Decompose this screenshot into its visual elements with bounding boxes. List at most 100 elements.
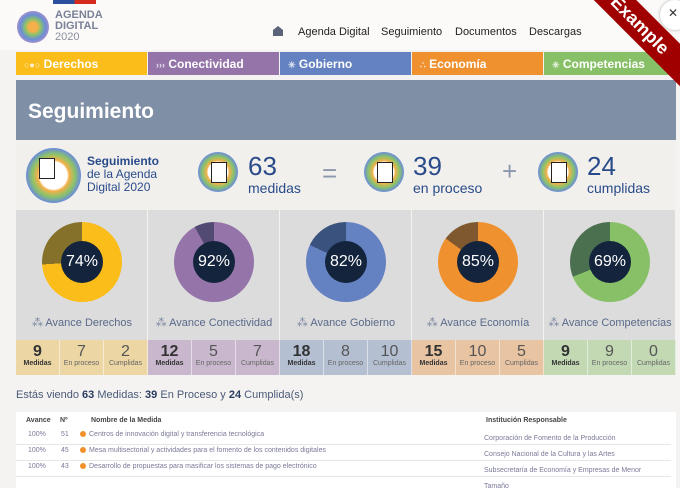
stat-cumplidas: 5 Cumplidas — [500, 340, 544, 375]
nav-descargas[interactable]: Descargas — [529, 26, 582, 38]
done-label: cumplidas — [587, 180, 651, 196]
stat-cumplidas: 7 Cumplidas — [236, 340, 280, 375]
row-institucion: Corporación de Fomento de la Producción — [484, 435, 616, 442]
nav-agenda-digital[interactable]: Agenda Digital — [298, 26, 370, 38]
row-nombre[interactable]: Centros de innovación digital y transfer… — [89, 431, 265, 438]
stat-proceso: 5 En proceso — [192, 340, 236, 375]
stat-proceso: 7 En proceso — [60, 340, 104, 375]
status-dot-icon — [80, 431, 86, 437]
category-icon: ››› — [156, 60, 165, 70]
tree-logo-icon — [26, 148, 81, 203]
table-row[interactable]: 100% 51 Centros de innovación digital y … — [16, 429, 671, 445]
col-nombre[interactable]: Nombre de la Medida — [91, 417, 162, 424]
category-label: Economía — [429, 57, 487, 71]
area-stats: 18 Medidas 8 En proceso 10 Cumplidas — [280, 340, 412, 375]
table-row[interactable]: 100% 45 Mesa multisectorial y actividade… — [16, 445, 671, 461]
summary-title: Seguimiento — [87, 154, 160, 168]
progress-donut: 92% — [174, 222, 254, 302]
category-icon: ✳ — [288, 60, 296, 70]
home-icon[interactable] — [273, 26, 283, 36]
stat-medidas: 12 Medidas — [148, 340, 192, 375]
category-icon: ∴ — [420, 60, 426, 70]
row-numero: 51 — [61, 431, 69, 438]
area-progress-grid: 74% ⁂ Avance Derechos 9 Medidas 7 En proceso… — [16, 210, 676, 375]
col-numero[interactable]: Nº — [60, 417, 68, 424]
category-tab-economía[interactable]: ∴ Economía — [412, 52, 543, 75]
category-tab-competencias[interactable]: ✳ Competencias — [544, 52, 675, 75]
close-button[interactable]: ✕ — [660, 0, 680, 30]
stat-medidas: 9 Medidas — [16, 340, 60, 375]
progress-donut: 74% — [42, 222, 122, 302]
row-institucion: Consejo Nacional de la Cultura y las Art… — [484, 451, 615, 458]
progress-percent: 74% — [65, 253, 99, 270]
category-tab-conectividad[interactable]: ››› Conectividad — [148, 52, 279, 75]
area-column: 92% ⁂ Avance Conectividad 12 Medidas 5 En pr… — [148, 210, 280, 375]
col-institucion[interactable]: Institución Responsable — [486, 417, 567, 424]
row-numero: 43 — [61, 463, 69, 470]
progress-percent: 92% — [197, 253, 231, 270]
progress-percent: 82% — [329, 253, 363, 270]
agenda-digital-logo-icon[interactable] — [17, 11, 49, 43]
logo-line: 2020 — [55, 31, 80, 43]
progress-donut: 69% — [570, 222, 650, 302]
category-tab-gobierno[interactable]: ✳ Gobierno — [280, 52, 411, 75]
stat-cumplidas: 2 Cumplidas — [104, 340, 148, 375]
in-progress-count: 39 — [413, 151, 442, 181]
col-avance[interactable]: Avance — [26, 417, 51, 424]
category-label: Competencias — [562, 57, 645, 71]
row-avance: 100% — [28, 447, 46, 454]
row-avance: 100% — [28, 431, 46, 438]
stat-proceso: 10 En proceso — [456, 340, 500, 375]
category-tab-derechos[interactable]: ○●○ Derechos — [16, 52, 147, 75]
nav-seguimiento[interactable]: Seguimiento — [381, 26, 443, 38]
summary-subtitle: Digital 2020 — [87, 180, 151, 194]
status-dot-icon — [80, 463, 86, 469]
progress-donut: 82% — [306, 222, 386, 302]
viewing-summary: Estás viendo 63 Medidas: 39 En Proceso y… — [16, 389, 304, 401]
flag-stripe — [53, 0, 96, 4]
area-label[interactable]: ⁂ Avance Gobierno — [296, 317, 396, 329]
total-count: 63 — [248, 151, 277, 181]
row-nombre[interactable]: Mesa multisectorial y actividades para e… — [89, 447, 326, 454]
logo-text[interactable]: AGENDA DIGITAL 2020 — [55, 10, 103, 43]
stat-medidas: 9 Medidas — [544, 340, 588, 375]
category-bar: ○●○ Derechos ››› Conectividad ✳ Gobierno ∴ … — [16, 52, 676, 75]
progress-percent: 69% — [593, 253, 627, 270]
medidas-table: Avance Nº Nombre de la Medida Institució… — [16, 412, 676, 488]
area-label[interactable]: ⁂ Avance Derechos — [31, 317, 133, 329]
total-label: medidas — [248, 180, 301, 196]
area-label[interactable]: ⁂ Avance Economía — [426, 317, 530, 329]
row-numero: 45 — [61, 447, 69, 454]
category-label: Conectividad — [168, 57, 244, 71]
category-icon: ✳ — [552, 60, 560, 70]
logo-line: AGENDA — [55, 9, 103, 21]
area-label[interactable]: ⁂ Avance Conectividad — [155, 317, 273, 329]
equals-sign: = — [322, 158, 338, 188]
stat-cumplidas: 0 Cumplidas — [632, 340, 676, 375]
stat-proceso: 8 En proceso — [324, 340, 368, 375]
category-icon: ○●○ — [24, 60, 41, 70]
stat-cumplidas: 10 Cumplidas — [368, 340, 412, 375]
progress-percent: 85% — [461, 253, 495, 270]
stat-medidas: 15 Medidas — [412, 340, 456, 375]
summary-row: Seguimiento de la Agenda Digital 2020 63 m… — [16, 140, 676, 210]
summary-subtitle: de la Agenda — [87, 167, 158, 181]
done-count: 24 — [587, 151, 616, 181]
row-nombre[interactable]: Desarrollo de propuestas para masificar … — [89, 463, 317, 470]
area-column: 69% ⁂ Avance Competencias 9 Medidas 9 En pro… — [544, 210, 676, 375]
area-column: 82% ⁂ Avance Gobierno 18 Medidas 8 En proces… — [280, 210, 412, 375]
area-stats: 9 Medidas 9 En proceso 0 Cumplidas — [544, 340, 676, 375]
in-progress-label: en proceso — [413, 180, 483, 196]
area-stats: 9 Medidas 7 En proceso 2 Cumplidas — [16, 340, 148, 375]
stat-proceso: 9 En proceso — [588, 340, 632, 375]
document-icon — [198, 152, 238, 192]
page-title: Seguimiento — [28, 100, 155, 123]
logo-line: DIGITAL — [55, 20, 99, 32]
row-avance: 100% — [28, 463, 46, 470]
area-column: 85% ⁂ Avance Economía 15 Medidas 10 En proce… — [412, 210, 544, 375]
document-check-icon — [538, 152, 578, 192]
area-label[interactable]: ⁂ Avance Competencias — [548, 317, 672, 329]
nav-documentos[interactable]: Documentos — [455, 26, 517, 38]
table-row[interactable]: 100% 43 Desarrollo de propuestas para ma… — [16, 461, 671, 488]
site-header: AGENDA DIGITAL 2020 Agenda Digital Seguimi… — [0, 0, 680, 50]
